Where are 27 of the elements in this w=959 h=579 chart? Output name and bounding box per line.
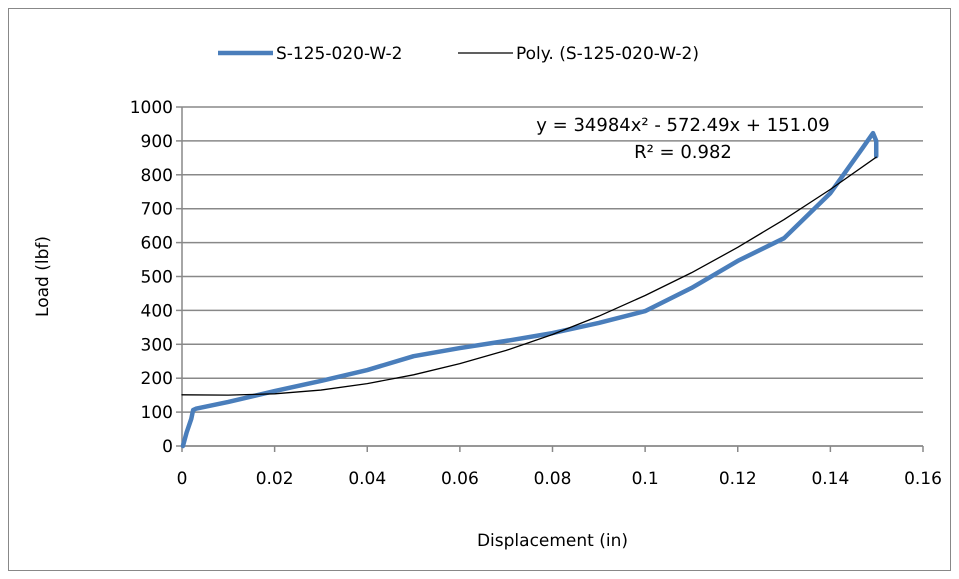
annotation: y = 34984x² - 572.49x + 151.09 bbox=[536, 115, 830, 136]
x-tick-label: 0.14 bbox=[811, 469, 850, 489]
y-tick-label: 200 bbox=[140, 369, 173, 390]
x-tick-label: 0.04 bbox=[348, 469, 386, 489]
legend-label: S-125-020-W-2 bbox=[276, 44, 402, 64]
y-tick-label: 400 bbox=[140, 301, 173, 322]
line-series bbox=[181, 156, 877, 396]
x-tick-label: 0.16 bbox=[904, 469, 942, 489]
y-axis-title: Load (lbf) bbox=[33, 236, 53, 317]
y-tick-label: 100 bbox=[140, 403, 173, 424]
legend-label: Poly. (S-125-020-W-2) bbox=[516, 44, 699, 64]
y-tick-label: 700 bbox=[140, 200, 173, 220]
y-tick-label: 1000 bbox=[130, 98, 173, 118]
y-tick-label: 600 bbox=[140, 234, 173, 254]
x-tick-label: 0.06 bbox=[440, 469, 479, 489]
y-tick-label: 900 bbox=[140, 132, 173, 152]
x-tick-label: 0.08 bbox=[534, 469, 572, 489]
x-tick-label: 0 bbox=[176, 469, 188, 489]
x-tick-label: 0.02 bbox=[256, 469, 294, 489]
y-tick-label: 500 bbox=[140, 267, 173, 288]
x-tick-label: 0.12 bbox=[718, 469, 757, 489]
y-tick-label: 800 bbox=[140, 166, 173, 186]
x-axis-title: Displacement (in) bbox=[476, 531, 628, 551]
annotation: R² = 0.982 bbox=[634, 142, 732, 163]
x-tick-label: 0.1 bbox=[632, 469, 659, 489]
y-tick-label: 0 bbox=[162, 436, 173, 457]
y-tick-label: 300 bbox=[140, 335, 173, 356]
